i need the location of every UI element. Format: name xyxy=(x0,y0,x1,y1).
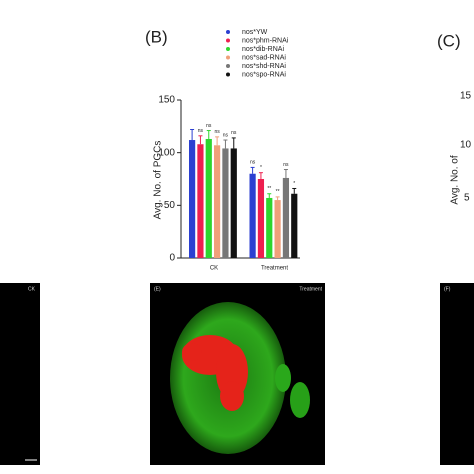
legend-swatch xyxy=(226,64,230,68)
y-tick-label: 100 xyxy=(158,147,175,158)
y-tick-label: 50 xyxy=(164,200,176,211)
tissue xyxy=(290,382,310,418)
bar xyxy=(222,148,229,258)
significance-label: * xyxy=(260,165,262,171)
pgc-cluster xyxy=(182,335,248,411)
significance-label: ns xyxy=(250,160,256,166)
significance-label: ns xyxy=(206,123,212,129)
legend-swatch xyxy=(226,72,230,77)
bar xyxy=(291,193,298,258)
y-tick-label: 150 xyxy=(158,95,175,106)
bar xyxy=(249,173,256,258)
significance-label: ns xyxy=(198,128,204,134)
bar xyxy=(214,145,221,258)
micrograph xyxy=(0,283,40,465)
bar xyxy=(197,144,204,258)
x-tick-label: CK xyxy=(210,266,218,272)
image-label: CK xyxy=(28,286,36,292)
bar xyxy=(189,140,196,258)
legend-label: nos*shd-RNAi xyxy=(242,63,286,70)
y-tick-label: 0 xyxy=(169,253,175,264)
bar xyxy=(274,200,281,258)
legend-label: nos*dib-RNAi xyxy=(242,46,284,53)
bar xyxy=(282,177,290,258)
legend-swatch xyxy=(226,30,230,34)
significance-label: ns xyxy=(214,129,220,135)
legend-swatch xyxy=(226,47,230,51)
tick-label: 5 xyxy=(464,193,470,204)
y-axis-label: Avg. No. of xyxy=(450,155,461,205)
y-axis-label: Avg. No. of PGCs xyxy=(153,141,164,220)
tissue xyxy=(275,364,291,392)
legend-label: nos*phm-RNAi xyxy=(242,37,289,44)
bar xyxy=(230,148,237,258)
legend-label: nos*spo-RNAi xyxy=(242,71,286,78)
panel-label: (C) xyxy=(437,31,461,50)
panel-label: (B) xyxy=(145,27,168,46)
x-tick-label: Treatment xyxy=(261,266,288,272)
significance-label: ** xyxy=(267,186,271,192)
image-caption: Treatment xyxy=(299,286,322,292)
micrograph xyxy=(440,283,474,465)
bar xyxy=(205,138,212,258)
bar xyxy=(266,197,273,258)
tick-label: 10 xyxy=(460,140,472,151)
image-label: (E) xyxy=(154,286,161,292)
bar xyxy=(257,179,265,258)
tick-label: 15 xyxy=(460,91,472,102)
legend-swatch xyxy=(226,55,230,60)
significance-label: ns xyxy=(283,162,289,168)
significance-label: ns xyxy=(223,132,229,138)
legend-label: nos*sad-RNAi xyxy=(242,54,286,61)
significance-label: * xyxy=(293,181,295,187)
significance-label: ns xyxy=(231,130,237,136)
significance-label: ** xyxy=(276,189,280,195)
legend-label: nos*YW xyxy=(242,29,268,36)
legend-swatch xyxy=(226,38,230,43)
image-label: (F) xyxy=(444,286,451,292)
